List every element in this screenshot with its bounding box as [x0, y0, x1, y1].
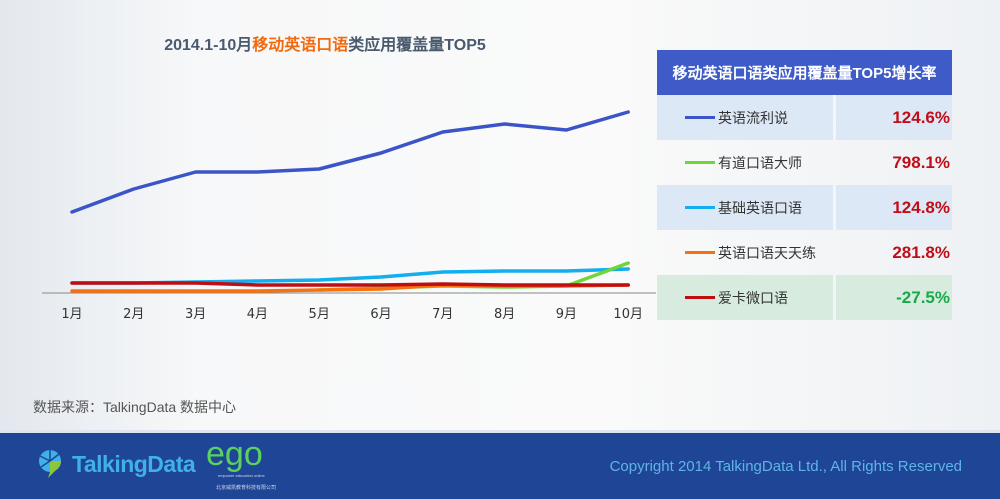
legend-swatch [685, 296, 715, 299]
app-cell: 基础英语口语 [657, 185, 833, 230]
app-name: 基础英语口语 [718, 199, 802, 216]
line-chart: 1月 2月 3月 4月 5月 6月 7月 8月 9月 10月 [42, 110, 656, 322]
growth-rate-table: 移动英语口语类应用覆盖量TOP5增长率 英语流利说 124.6% 有道口语大师 798… [657, 50, 952, 320]
growth-rate: 798.1% [892, 152, 950, 172]
data-source: 数据来源：TalkingData 数据中心 [33, 399, 237, 415]
table-row: 有道口语大师 798.1% [657, 140, 952, 185]
ego-logo: ego empower education online 北京威凯教育科技有限公… [206, 435, 276, 491]
rate-cell: 798.1% [836, 140, 952, 185]
app-name: 爱卡微口语 [718, 289, 788, 306]
app-cell: 有道口语大师 [657, 140, 833, 185]
app-name: 英语流利说 [718, 109, 788, 126]
table-row: 爱卡微口语 -27.5% [657, 275, 952, 320]
series-line-0 [70, 110, 630, 214]
rate-cell: 124.8% [836, 185, 952, 230]
x-tick-label: 4月 [247, 307, 268, 322]
chart-title: 2014.1-10月移动英语口语类应用覆盖量TOP5 [0, 31, 650, 55]
legend-swatch [685, 161, 715, 164]
growth-rate: 124.8% [892, 197, 950, 217]
rate-cell: 281.8% [836, 230, 952, 275]
rate-cell: 124.6% [836, 95, 952, 140]
series-line-1 [70, 267, 630, 285]
x-tick-label: 9月 [556, 307, 577, 322]
talkingdata-logo-icon [39, 450, 61, 478]
ego-tagline: empower education online [218, 473, 265, 478]
series-line-4 [70, 281, 630, 287]
copyright: Copyright 2014 TalkingData Ltd., All Rig… [609, 458, 962, 475]
legend-swatch [685, 251, 715, 254]
ego-company: 北京威凯教育科技有限公司 [216, 484, 276, 491]
talkingdata-logo-text: TalkingData [72, 450, 196, 477]
app-cell: 英语流利说 [657, 95, 833, 140]
growth-rate: 281.8% [892, 242, 950, 262]
app-cell: 英语口语天天练 [657, 230, 833, 275]
x-tick-label: 8月 [494, 307, 515, 322]
legend-swatch [685, 116, 715, 119]
title-prefix: 2014.1-10月 [164, 37, 253, 54]
table-row: 基础英语口语 124.8% [657, 185, 952, 230]
ego-logo-text: ego [206, 435, 263, 473]
table-row: 英语口语天天练 281.8% [657, 230, 952, 275]
x-tick-label: 6月 [370, 307, 391, 322]
title-suffix: 类应用覆盖量TOP5 [348, 37, 486, 54]
table-header: 移动英语口语类应用覆盖量TOP5增长率 [657, 50, 952, 95]
title-highlight: 移动英语口语 [252, 37, 349, 54]
x-tick-label: 7月 [432, 307, 453, 322]
footer: TalkingData ego empower education online… [0, 430, 1000, 499]
rate-cell: -27.5% [836, 275, 952, 320]
growth-rate: -27.5% [896, 287, 950, 307]
talkingdata-logo: TalkingData [36, 448, 196, 480]
app-cell: 爱卡微口语 [657, 275, 833, 320]
growth-rate: 124.6% [892, 107, 950, 127]
x-tick-label: 3月 [185, 307, 206, 322]
x-tick-label: 2月 [123, 307, 144, 322]
app-name: 英语口语天天练 [718, 244, 816, 261]
legend-swatch [685, 206, 715, 209]
app-name: 有道口语大师 [718, 154, 802, 171]
x-tick-label: 5月 [309, 307, 330, 322]
table-row: 英语流利说 124.6% [657, 95, 952, 140]
x-tick-label: 10月 [613, 307, 643, 322]
x-tick-label: 1月 [61, 307, 82, 322]
